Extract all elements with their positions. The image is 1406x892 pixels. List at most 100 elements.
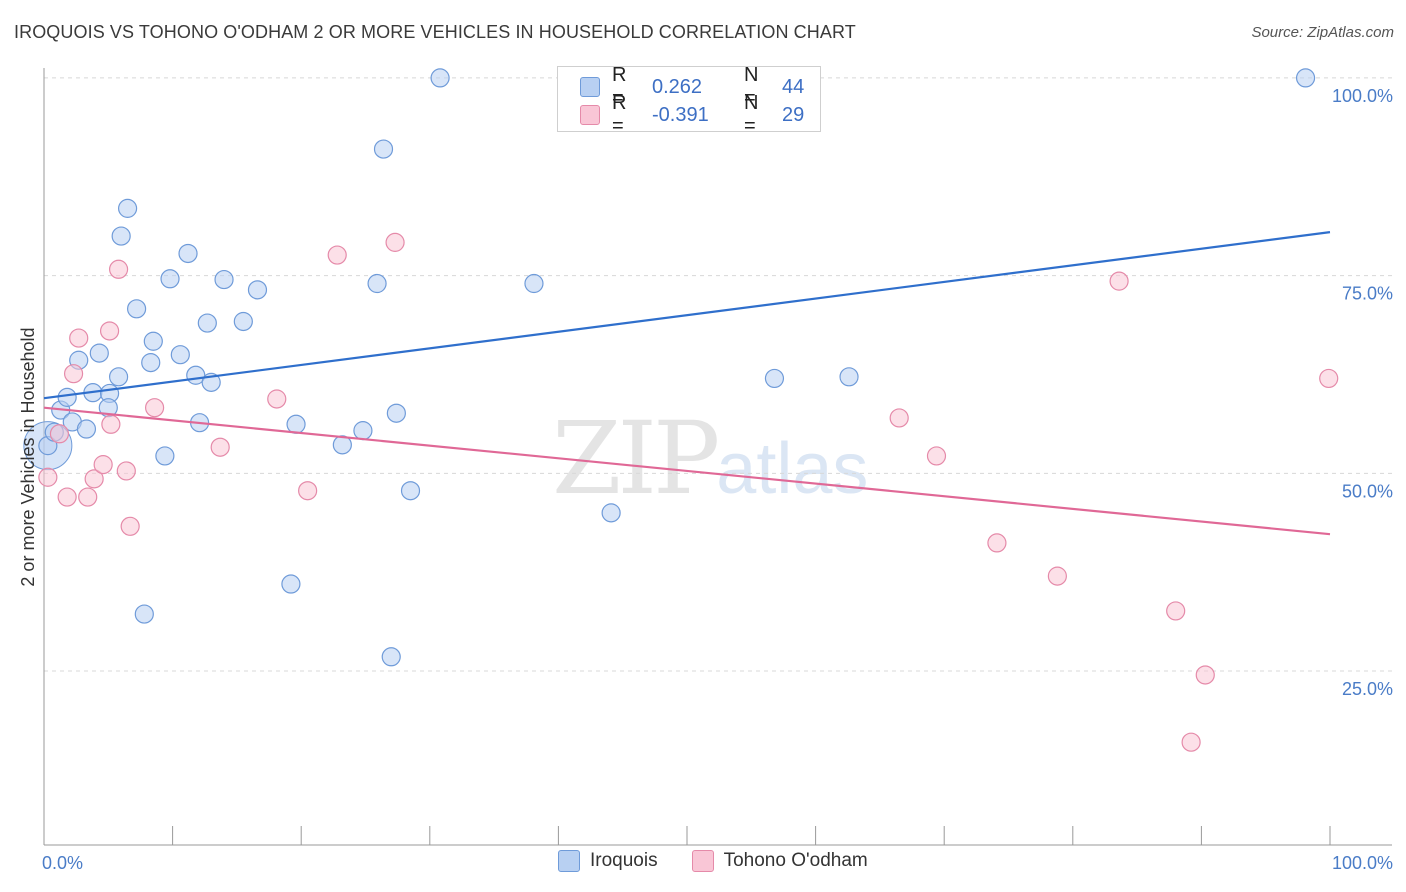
tohono-point: [889, 408, 909, 428]
tohono-point: [120, 516, 140, 536]
tohono-point: [101, 414, 121, 434]
legend-r-value: 0.262: [652, 75, 703, 98]
legend-n-value: 29: [782, 103, 805, 126]
iroquois-point: [197, 313, 217, 333]
tohono-point: [987, 533, 1007, 553]
iroquois-point: [281, 574, 301, 594]
iroquois-point: [247, 280, 268, 300]
tohono-point: [926, 446, 947, 466]
series-legend: Iroquois Tohono O'odham: [558, 850, 902, 872]
tohono-point: [38, 467, 58, 487]
iroquois-point: [386, 403, 406, 423]
iroquois-point: [764, 368, 785, 389]
iroquois-point: [160, 269, 180, 289]
tohono-point: [57, 487, 77, 507]
iroquois-point: [332, 435, 352, 455]
iroquois-point: [141, 353, 161, 373]
legend-r-label: R =: [612, 92, 627, 137]
y-axis-title: 2 or more Vehicles in Household: [18, 327, 38, 586]
tohono-point: [49, 424, 70, 444]
iroquois-point: [126, 299, 147, 319]
iroquois-point: [286, 414, 306, 434]
iroquois-point: [524, 273, 544, 294]
tohono-point: [1319, 368, 1339, 389]
y-tick-label: 100.0%: [1332, 86, 1393, 106]
tohono-point: [108, 259, 129, 279]
legend-n-label: N =: [744, 92, 759, 137]
tohono-point: [1166, 601, 1186, 621]
legend-row-tohono: R = -0.391 N = 29: [580, 92, 805, 137]
trend-line-tohono: [43, 406, 1331, 536]
iroquois-point: [108, 367, 129, 387]
legend-label-tohono: Tohono O'odham: [723, 850, 868, 871]
iroquois-point: [170, 345, 190, 365]
tohono-point: [327, 245, 347, 265]
legend-swatch-iroquois: [580, 77, 600, 97]
trend-lines: [43, 231, 1331, 536]
series-iroquois: [23, 68, 1316, 667]
iroquois-point: [373, 139, 394, 159]
tohono-point: [99, 321, 120, 341]
iroquois-point: [214, 269, 234, 290]
iroquois-point: [353, 421, 373, 441]
grid-lines: [44, 77, 1392, 672]
tick-labels: 25.0% 50.0% 75.0% 100.0% 0.0% 100.0% 2 or more…: [18, 86, 1393, 873]
iroquois-point: [155, 446, 175, 466]
tohono-point: [210, 437, 230, 457]
legend-item-iroquois[interactable]: Iroquois: [558, 850, 658, 872]
watermark-zip: ZIP: [552, 400, 720, 517]
tohono-point: [1109, 271, 1129, 291]
legend-r-label: R =: [612, 64, 627, 109]
iroquois-point: [143, 331, 163, 351]
tohono-point: [1047, 566, 1067, 586]
iroquois-point: [57, 387, 77, 407]
iroquois-point: [1295, 68, 1316, 88]
iroquois-point: [134, 604, 154, 624]
iroquois-point: [233, 311, 253, 332]
legend-row-iroquois: R = 0.262 N = 44: [580, 64, 805, 109]
tohono-point: [84, 469, 104, 489]
iroquois-point: [111, 226, 131, 246]
watermark-atlas: atlas: [716, 429, 869, 509]
iroquois-point: [839, 367, 859, 387]
tohono-point: [69, 328, 89, 348]
legend-item-tohono[interactable]: Tohono O'odham: [691, 850, 868, 872]
iroquois-point: [601, 503, 621, 523]
iroquois-point: [89, 343, 109, 363]
legend-swatch-tohono: [580, 105, 600, 125]
y-tick-label: 25.0%: [1342, 679, 1393, 699]
x-tick-label: 0.0%: [42, 853, 83, 873]
x-tick-label: 100.0%: [1332, 853, 1393, 873]
tohono-point: [116, 461, 136, 481]
watermark: ZIPatlas: [552, 400, 868, 517]
y-tick-label: 50.0%: [1342, 481, 1393, 501]
legend-n-label: N =: [744, 64, 759, 109]
correlation-legend: R = 0.262 N = 44 R = -0.391 N = 29: [557, 64, 821, 137]
tohono-point: [1181, 732, 1201, 752]
iroquois-point: [381, 647, 401, 667]
legend-swatch-iroquois: [558, 850, 580, 872]
iroquois-point: [76, 419, 97, 439]
tohono-point: [267, 389, 287, 409]
iroquois-point: [117, 198, 138, 218]
legend-r-value: -0.391: [652, 103, 709, 126]
legend-label-iroquois: Iroquois: [590, 850, 658, 871]
tohono-point: [385, 232, 405, 252]
series-tohono: [38, 232, 1339, 752]
y-tick-label: 75.0%: [1342, 284, 1393, 304]
trend-line-iroquois: [43, 231, 1331, 400]
legend-n-value: 44: [782, 75, 805, 98]
tohono-point: [144, 398, 165, 418]
axes: [43, 68, 1392, 846]
tohono-point: [63, 364, 84, 384]
tohono-point: [93, 455, 113, 475]
iroquois-point: [178, 243, 198, 264]
source-credit: Source: ZipAtlas.com: [1251, 24, 1394, 41]
iroquois-point: [400, 481, 421, 501]
tohono-point: [1195, 665, 1215, 685]
legend-swatch-tohono: [691, 850, 714, 872]
tohono-point: [78, 487, 98, 507]
iroquois-point: [367, 273, 387, 294]
chart-title: IROQUOIS VS TOHONO O'ODHAM 2 OR MORE VEH…: [14, 22, 856, 42]
